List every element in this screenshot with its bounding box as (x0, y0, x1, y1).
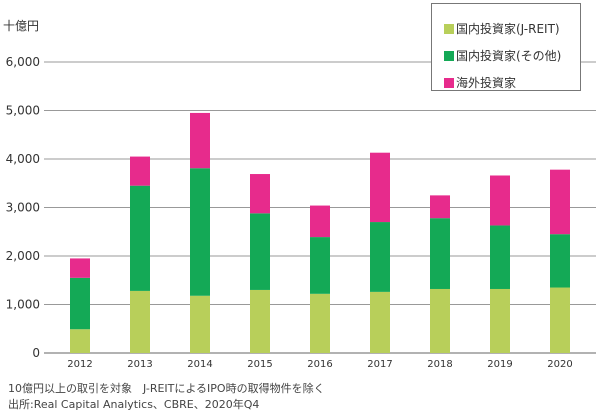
bar-segment (490, 175, 510, 226)
legend-item-domestic-other: 国内投資家(その他) (444, 42, 580, 69)
bar-segment (550, 234, 570, 288)
x-tick-label: 2016 (307, 359, 332, 370)
y-tick-label: 5,000 (6, 104, 40, 118)
bar-segment (250, 213, 270, 290)
x-tick-label: 2014 (187, 359, 212, 370)
bar-segment (70, 258, 90, 278)
legend-label: 国内投資家(その他) (456, 49, 562, 63)
bar-segment (370, 152, 390, 223)
bar-segment (190, 295, 210, 353)
bar-segment (190, 168, 210, 296)
legend: 国内投資家(J-REIT) 国内投資家(その他) 海外投資家 (431, 3, 581, 91)
bar-segment (370, 291, 390, 353)
y-tick-label: 1,000 (6, 298, 40, 312)
y-tick-label: 4,000 (6, 152, 40, 166)
y-axis-unit: 十億円 (3, 19, 40, 33)
x-tick-label: 2020 (547, 359, 572, 370)
legend-item-foreign: 海外投資家 (444, 69, 580, 96)
bar-segment (310, 205, 330, 238)
x-tick-label: 2012 (67, 359, 92, 370)
bar-segment (430, 288, 450, 353)
bar-segment (70, 277, 90, 330)
legend-swatch (444, 77, 454, 88)
bar-segment (370, 222, 390, 292)
y-tick-label: 0 (32, 346, 40, 360)
bar-segment (490, 288, 510, 353)
bar-segment (550, 169, 570, 235)
y-tick-label: 2,000 (6, 249, 40, 263)
legend-label: 海外投資家 (456, 76, 517, 90)
bar-segment (130, 185, 150, 291)
x-tick-label: 2015 (247, 359, 272, 370)
bar-segment (190, 112, 210, 169)
legend-label: 国内投資家(J-REIT) (456, 22, 560, 36)
x-tick-label: 2019 (487, 359, 512, 370)
source-note: 出所:Real Capital Analytics、CBRE、2020年Q4 (8, 398, 260, 411)
x-tick-label: 2018 (427, 359, 452, 370)
legend-swatch (444, 50, 454, 61)
bar-segment (430, 195, 450, 219)
bar-segment (130, 290, 150, 353)
y-tick-label: 3,000 (6, 201, 40, 215)
bar-segment (250, 289, 270, 353)
bar-segment (130, 156, 150, 186)
bar-segment (490, 225, 510, 289)
x-tick-label: 2013 (127, 359, 152, 370)
bar-segment (250, 174, 270, 214)
y-tick-label: 6,000 (6, 55, 40, 69)
bar-segment (310, 237, 330, 294)
legend-item-jreit: 国内投資家(J-REIT) (444, 15, 580, 42)
bar-segment (430, 218, 450, 289)
bar-segment (550, 287, 570, 353)
legend-swatch (444, 23, 454, 34)
footnote: 10億円以上の取引を対象 J-REITによるIPO時の取得物件を除く (8, 382, 325, 395)
bar-segment (310, 293, 330, 353)
x-tick-label: 2017 (367, 359, 392, 370)
bar-segment (70, 329, 90, 353)
